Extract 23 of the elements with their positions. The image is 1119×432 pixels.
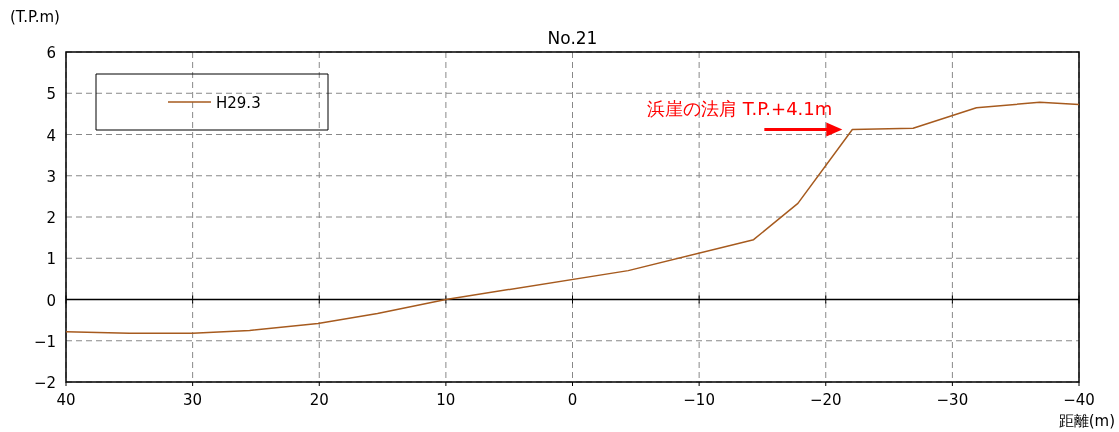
y-tick-label: −1 (33, 332, 56, 351)
y-tick-label: 1 (46, 250, 56, 269)
y-axis-title: (T.P.m) (10, 8, 60, 26)
x-tick-label: 10 (436, 391, 456, 409)
x-axis-title: 距離(m) (1058, 412, 1115, 430)
chart-title: No.21 (547, 28, 598, 48)
x-tick-label: 20 (309, 391, 329, 409)
x-tick-label: 0 (567, 391, 578, 409)
y-tick-label: 5 (46, 85, 56, 104)
y-tick-label: −2 (33, 374, 56, 392)
x-tick-label: −20 (809, 391, 842, 409)
legend-label: H29.3 (216, 94, 261, 112)
x-tick-label: 30 (183, 391, 203, 409)
x-tick-label: −10 (683, 391, 715, 409)
y-tick-label: 3 (46, 167, 56, 186)
x-tick-label: −30 (936, 391, 969, 409)
y-tick-label: 4 (46, 126, 56, 145)
x-tick-label: 40 (56, 391, 76, 409)
annotation: 浜崖の法肩 T.P.+4.1m (647, 97, 833, 119)
y-tick-label: 2 (46, 209, 56, 227)
x-tick-label: −40 (1063, 391, 1095, 409)
y-tick-label: 0 (46, 291, 56, 310)
y-tick-label: 6 (46, 44, 56, 62)
